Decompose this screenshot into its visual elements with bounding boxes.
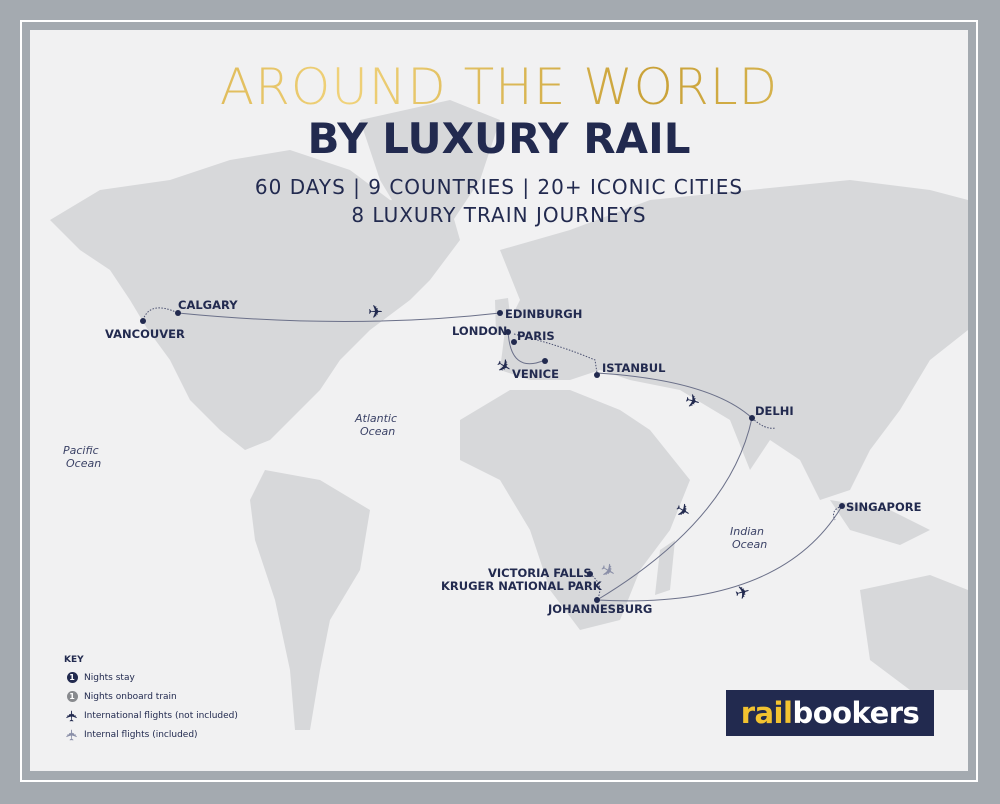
subtitle-line1: 60 DAYS | 9 COUNTRIES | 20+ ICONIC CITIE… bbox=[254, 175, 744, 199]
railbookers-logo: rail bookers bbox=[726, 690, 934, 736]
city-kruger: KRUGER NATIONAL PARK bbox=[441, 579, 603, 593]
ocean-pacific-2: Ocean bbox=[66, 457, 101, 470]
city-dots bbox=[140, 310, 845, 603]
city-calgary: CALGARY bbox=[178, 298, 238, 312]
key-title: KEY bbox=[64, 655, 84, 665]
city-london: LONDON bbox=[452, 324, 507, 338]
africa bbox=[460, 390, 690, 630]
ocean-atlantic: Atlantic bbox=[354, 412, 397, 425]
city-victoria-falls: VICTORIA FALLS bbox=[488, 566, 592, 580]
world-map: VANCOUVER CALGARY EDINBURGH LONDON PARIS… bbox=[30, 30, 968, 771]
plane-icon: ✈ bbox=[682, 390, 702, 414]
landmasses bbox=[50, 100, 968, 730]
ocean-atlantic-2: Ocean bbox=[360, 425, 395, 438]
city-edinburgh: EDINBURGH bbox=[505, 307, 582, 321]
key-item: 1 Nights onboard train bbox=[64, 687, 238, 706]
key-label: Nights stay bbox=[84, 672, 135, 683]
key-item: ✈ International flights (not included) bbox=[63, 706, 238, 725]
city-venice: VENICE bbox=[512, 367, 559, 381]
route-calgary-edinburgh bbox=[177, 312, 501, 322]
nights-train-badge-icon: 1 bbox=[66, 691, 78, 702]
madagascar bbox=[655, 540, 675, 595]
logo-part1: rail bbox=[740, 696, 793, 730]
route-istanbul-delhi bbox=[596, 372, 753, 419]
britain bbox=[495, 298, 512, 335]
city-delhi: DELHI bbox=[755, 404, 794, 418]
europe-asia bbox=[500, 180, 968, 500]
north-america bbox=[50, 150, 460, 450]
key-label: Internal flights (included) bbox=[84, 729, 198, 740]
key-item: ✈ Internal flights (included) bbox=[63, 725, 238, 744]
southeast-asia-islands bbox=[830, 500, 930, 545]
city-singapore: SINGAPORE bbox=[846, 500, 922, 514]
south-america bbox=[250, 470, 370, 730]
ocean-indian-2: Ocean bbox=[732, 538, 767, 551]
flight-routes bbox=[177, 312, 843, 602]
title-line1: AROUND THE WORLD bbox=[30, 58, 968, 116]
key-label: International flights (not included) bbox=[84, 710, 238, 721]
ocean-pacific: Pacific bbox=[63, 444, 99, 457]
route-london-venice bbox=[507, 329, 546, 365]
frame-border bbox=[20, 20, 978, 782]
greenland bbox=[360, 100, 500, 240]
plane-icon: ✈ bbox=[733, 581, 753, 605]
city-johannesburg: JOHANNESBURG bbox=[547, 602, 652, 616]
city-paris: PARIS bbox=[517, 329, 555, 343]
subtitle-line2: 8 LUXURY TRAIN JOURNEYS bbox=[351, 203, 647, 227]
key-item: 1 Nights stay bbox=[64, 668, 238, 687]
route-delhi-johannesburg bbox=[596, 417, 753, 601]
ocean-indian: Indian bbox=[730, 525, 764, 538]
nights-stay-badge-icon: 1 bbox=[66, 672, 78, 683]
map-key: KEY 1 Nights stay 1 Nights onboard train… bbox=[63, 655, 238, 744]
plane-icon: ✈ bbox=[368, 302, 383, 323]
city-istanbul: ISTANBUL bbox=[602, 361, 666, 375]
australia bbox=[860, 575, 968, 690]
plane-icon: ✈ bbox=[63, 709, 81, 722]
key-label: Nights onboard train bbox=[84, 691, 177, 702]
map-svg: VANCOUVER CALGARY EDINBURGH LONDON PARIS… bbox=[50, 100, 968, 730]
route-johannesburg-singapore bbox=[596, 505, 843, 602]
logo-part2: bookers bbox=[792, 696, 920, 730]
plane-light-icon: ✈ bbox=[63, 728, 81, 741]
title-line2: BY LUXURY RAIL bbox=[307, 114, 691, 163]
city-vancouver: VANCOUVER bbox=[105, 327, 185, 341]
